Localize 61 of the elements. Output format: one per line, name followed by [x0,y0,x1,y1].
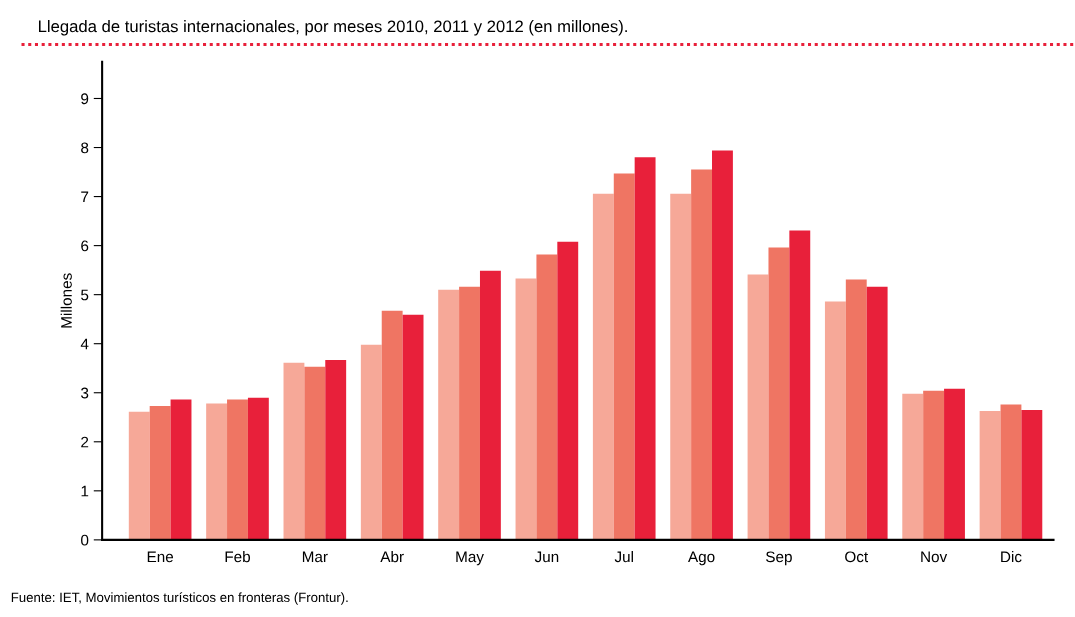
bar [402,314,424,540]
y-axis-title: Millones [60,273,72,328]
y-tick-label: 3 [81,387,89,399]
bar [944,388,965,540]
bar [515,278,537,540]
x-tick-label: Sep [766,551,792,566]
bar [902,393,924,540]
bar [557,241,579,540]
x-tick-label: Abr [380,550,404,563]
y-tick-label: 1 [81,485,89,497]
bar [360,344,382,540]
bar [613,173,635,540]
x-tick-label: Jul [614,550,633,563]
bar [128,411,150,540]
y-tick-label: 6 [81,240,89,252]
y-tick-label: 4 [80,338,89,350]
y-tick-label: 5 [81,289,89,301]
x-tick-label: Oct [845,551,869,563]
bar [1000,404,1022,540]
bar [979,410,1001,540]
y-tick-label: 7 [81,191,89,203]
bar [227,399,248,540]
x-tick-label: Dic [1001,550,1022,563]
bar [634,157,656,540]
bar [283,362,305,540]
bar [691,169,713,540]
bar [866,286,888,540]
bar [824,301,846,540]
chart-title: Llegada de turistas internacionales, por meses 2010, 2011 y 2012 (en millones). [38,20,627,36]
x-tick-label: Feb [225,550,251,563]
y-tick-label: 2 [81,436,89,448]
bar [592,193,614,540]
bar [1021,409,1043,540]
bar [536,254,558,540]
bar [247,397,269,540]
y-tick-label: 9 [81,93,89,105]
bar [170,399,192,540]
x-tick-label: Jun [534,551,559,563]
y-tick-label: 0 [81,534,89,546]
source-note: Fuente: IET, Movimientos turísticos en fronteras (Frontur). [11,592,348,605]
bar [923,390,945,540]
bar [789,230,811,540]
bar [438,289,460,540]
bar [325,359,347,540]
x-tick-label: Ago [688,551,715,566]
x-tick-label: Nov [921,551,948,563]
bar [712,150,733,540]
bar [479,270,501,540]
bar [206,403,228,540]
bar [149,405,171,540]
bar [845,279,867,540]
x-tick-label: Ene [147,551,174,563]
x-tick-label: May [456,551,484,566]
y-tick-label: 8 [81,142,89,154]
bar [670,193,692,540]
bar [304,366,326,540]
x-tick-label: Mar [302,551,328,563]
bar [381,310,403,540]
bar [459,286,480,540]
bar [768,247,790,540]
bar [747,274,769,540]
